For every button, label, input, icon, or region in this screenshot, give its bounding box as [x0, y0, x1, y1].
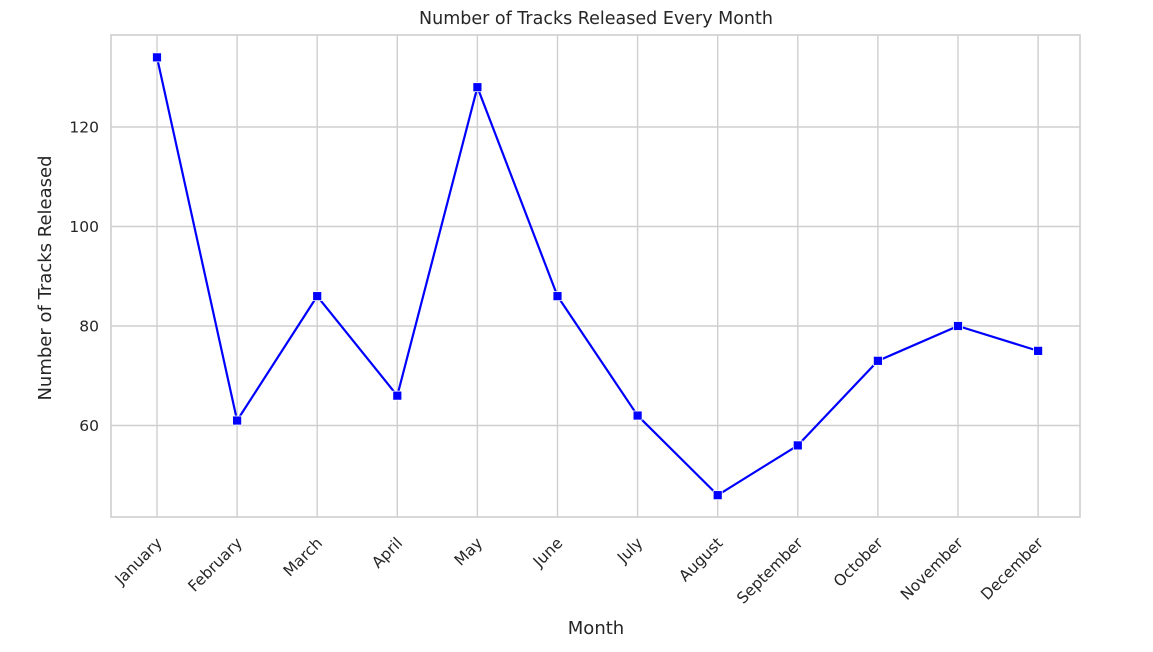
x-tick-label: October: [830, 534, 887, 591]
y-tick-label: 80: [79, 318, 99, 336]
data-point-marker: [472, 82, 483, 93]
data-point-marker: [152, 52, 162, 63]
y-tick-label: 120: [69, 119, 99, 137]
data-point-marker: [953, 321, 963, 331]
grid-layer: [111, 35, 1080, 517]
data-point-marker: [552, 291, 563, 302]
x-tick-label: April: [368, 534, 406, 572]
x-tick-labels: January February March April May June July Augu…: [111, 534, 1048, 608]
data-point-marker: [792, 440, 803, 451]
data-point-marker: [632, 410, 643, 421]
data-point-marker: [873, 355, 883, 366]
data-point-marker: [232, 415, 243, 426]
x-tick-label: January: [111, 534, 166, 589]
data-point-marker: [712, 490, 723, 501]
plot-frame: [110, 34, 1081, 518]
y-axis-label: Number of Tracks Released: [35, 155, 56, 400]
y-tick-labels: 60 80 100 120: [69, 119, 99, 436]
x-tick-label: March: [280, 534, 326, 580]
y-tick-label: 60: [79, 417, 99, 435]
x-tick-label: September: [733, 534, 807, 608]
series-line: [155, 57, 1039, 497]
x-axis-label: Month: [568, 618, 624, 639]
x-tick-label: July: [613, 534, 646, 567]
x-tick-label: December: [977, 534, 1047, 604]
chart-title: Number of Tracks Released Every Month: [419, 9, 773, 29]
x-tick-label: February: [185, 534, 246, 595]
data-point-marker: [312, 291, 323, 302]
x-tick-label: August: [675, 534, 726, 585]
y-tick-label: 100: [69, 218, 99, 236]
x-tick-label: June: [529, 534, 566, 571]
x-tick-label: May: [451, 534, 486, 569]
data-point-marker: [1033, 345, 1043, 356]
x-tick-label: November: [897, 534, 967, 604]
series-layer: [152, 52, 1043, 501]
data-point-marker: [392, 390, 403, 401]
